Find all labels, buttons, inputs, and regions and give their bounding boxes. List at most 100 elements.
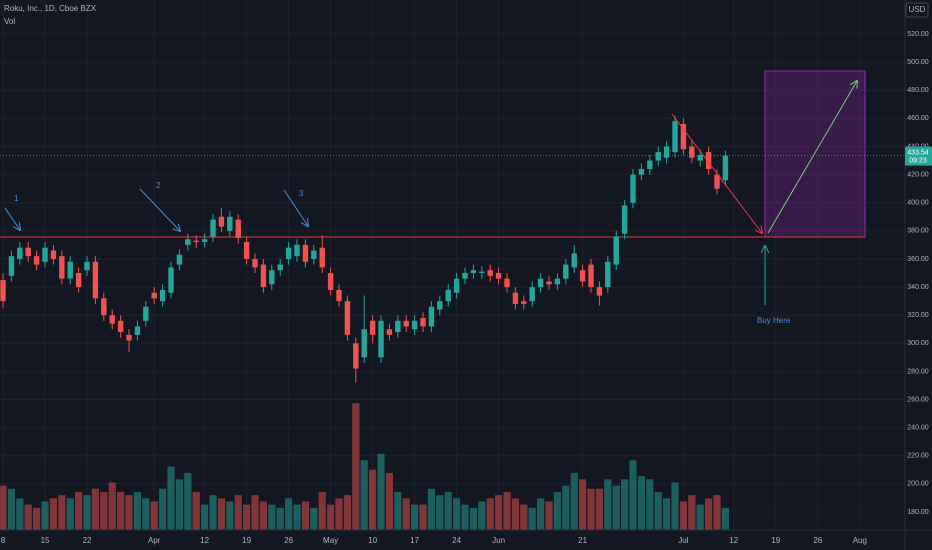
x-tick-label: 22 [83,536,92,545]
volume-bar [385,472,394,530]
candle-body [8,256,15,276]
candle-body [151,292,157,299]
price-tag [905,146,932,166]
candle-body [210,219,216,237]
y-tick-label: 240.00 [907,424,929,431]
candle-body [277,264,283,271]
y-tick-label: 360.00 [907,256,929,263]
candles [0,115,905,383]
candle-body [495,273,502,279]
volume-bar [243,504,251,530]
annotation: 1 [14,194,19,203]
volume-bar [646,479,654,530]
x-tick-label: 8 [1,536,6,545]
y-tick-label: 520.00 [907,31,929,38]
volume-bar [486,498,494,530]
candle-body [386,329,393,335]
candle-body [411,320,418,330]
volume-bar [75,491,83,530]
volume-bar [478,501,486,530]
volume-bar [175,479,184,530]
volume-bar [377,453,385,530]
touch-arrow [4,207,20,230]
candle-body [361,329,367,358]
candle-body [235,219,241,238]
price-tag-value: 433.54 [907,149,929,156]
volume-bar [503,491,511,530]
volume-bar [427,488,436,530]
volume-bar [579,479,587,530]
volume-bar [469,507,478,530]
volume-bar [226,501,234,530]
candle-body [0,280,6,302]
candle-body [252,258,258,268]
candle-body [269,270,275,285]
volume-bar [33,507,41,530]
volume-bar [343,495,352,530]
candle-body [521,301,527,304]
volume-bar [209,495,217,530]
candle-body [193,240,199,243]
y-tick-label: 320.00 [907,312,929,319]
volume-bar [495,495,503,530]
touch-arrow [139,188,180,231]
candle-body [75,273,82,288]
candle-body [403,320,409,327]
candle-body [327,273,334,290]
x-tick-label: 17 [410,536,419,545]
candle-body [218,216,225,227]
currency-box[interactable] [905,2,929,18]
volume-bar [335,498,343,530]
currency[interactable]: USD [909,5,926,14]
volume-bar [108,482,116,530]
volume-bar [394,491,402,530]
candle-body [596,287,603,296]
candle-body [588,264,594,288]
volume-bar [520,504,528,530]
volume-bar [604,479,612,530]
volume-bar [7,488,16,530]
volume-bar [595,488,604,530]
candle-body [546,281,552,285]
candle-body [126,334,132,341]
candle-body [159,289,166,302]
x-tick-label: Apr [148,536,161,545]
candle-body [134,326,141,335]
candle-body [42,247,48,262]
volume-bar [411,504,419,530]
y-tick-label: 460.00 [907,115,929,122]
volume-bar [100,491,108,530]
volume-bar [117,491,125,530]
candle-body [201,239,208,243]
volume-bar [192,491,200,530]
candle-body [59,256,65,279]
volume-bar [461,504,469,530]
volume-bar [251,495,259,530]
candle-body [395,320,401,333]
volume-bar [654,491,662,530]
candle-body [680,123,687,150]
candle-body [630,174,636,203]
volume-bar [528,507,536,530]
volume-bar [360,460,368,530]
candle-body [470,270,477,274]
volume-bar [276,507,284,530]
volume-bar [41,501,49,530]
chart-title: Roku, Inc., 1D, Cboe BZX [4,4,97,13]
volume-bar [301,501,310,530]
candle-body [613,236,619,265]
volume-bar [612,485,620,530]
candle-body [294,244,300,257]
volume-bar [545,501,553,530]
candle-body [479,271,485,274]
candle-body [621,205,628,234]
y-tick-label: 420.00 [907,171,929,178]
candle-body [302,244,309,262]
down-arrow [671,113,762,233]
candle-body [143,306,149,321]
volume-bar [553,491,562,530]
volume-bar [150,501,158,530]
x-tick-label: Jul [678,536,688,545]
x-tick-label: 12 [729,536,738,545]
